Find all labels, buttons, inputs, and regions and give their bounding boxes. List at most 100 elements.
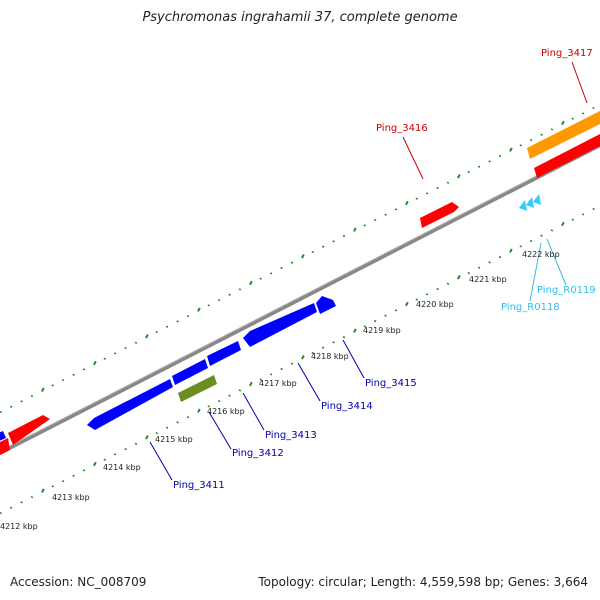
scale-label: 4215 kbp: [155, 435, 193, 444]
scale-tick: [540, 234, 543, 237]
trna-feature-ping-r0118b[interactable]: [526, 197, 534, 208]
scale-tick: [113, 352, 117, 355]
trna-feature-ping-r0119[interactable]: [533, 194, 541, 205]
scale-tick: [373, 218, 377, 222]
scale-tick: [259, 378, 262, 381]
gene-feature-ping-3412[interactable]: [172, 359, 208, 385]
scale-tick: [134, 442, 138, 445]
scale-tick: [592, 106, 595, 110]
forward-tick-track: [0, 106, 595, 414]
scale-tick: [134, 341, 138, 344]
forward-features: [0, 111, 600, 455]
scale-tick: [217, 399, 221, 403]
gene-feature-left-blue[interactable]: [0, 431, 6, 441]
scale-tick: [207, 304, 210, 307]
gene-feature-partial[interactable]: [8, 415, 50, 445]
gene-feature-ping-3417-red[interactable]: [534, 134, 600, 178]
callout-line-ping-r0118: [529, 242, 542, 302]
scale-label: 4221 kbp: [469, 275, 507, 284]
scale-label: 4220 kbp: [416, 300, 454, 309]
callout-line-ping-r0119: [546, 238, 567, 286]
reverse-tick-track: [0, 207, 595, 515]
gene-feature-ping-3416[interactable]: [420, 202, 459, 228]
trna-feature-ping-r0118[interactable]: [519, 200, 527, 211]
scale-tick: [509, 147, 513, 152]
scale-tick: [592, 207, 595, 211]
scale-tick: [415, 197, 418, 200]
gene-label-ping-3413[interactable]: Ping_3413: [265, 430, 317, 441]
gene-label-ping-3415[interactable]: Ping_3415: [365, 378, 417, 389]
scale-tick: [488, 160, 491, 163]
scale-label: 4216 kbp: [207, 407, 245, 416]
rrna-feature-ping-3417[interactable]: [527, 111, 600, 159]
scale-tick: [51, 384, 54, 387]
callout-line-ping-3416: [402, 136, 424, 180]
scale-tick: [529, 138, 533, 142]
gene-label-ping-3414[interactable]: Ping_3414: [321, 401, 373, 412]
gene-label-ping-3412[interactable]: Ping_3412: [232, 448, 284, 459]
scale-tick: [342, 335, 346, 339]
scale-tick: [321, 245, 325, 248]
scale-tick: [311, 351, 315, 355]
scale-tick: [82, 469, 86, 472]
scale-tick: [290, 261, 294, 264]
scale-tick: [72, 373, 75, 376]
scale-tick: [415, 298, 418, 301]
callout-lines: [149, 61, 588, 481]
scale-tick: [93, 360, 97, 366]
gene-feature-left-edge[interactable]: [0, 438, 10, 455]
scale-label: 4214 kbp: [103, 463, 141, 472]
callout-line-ping-3412: [208, 411, 232, 450]
gene-label-ping-3417[interactable]: Ping_3417: [541, 48, 593, 59]
gene-feature-ping-3414[interactable]: [243, 303, 317, 347]
scale-tick: [425, 293, 429, 296]
gene-label-ping-3416[interactable]: Ping_3416: [376, 123, 428, 134]
scale-tick: [165, 325, 169, 328]
gene-label-ping-3411[interactable]: Ping_3411: [173, 480, 225, 491]
scale-tick: [384, 213, 387, 216]
scale-tick: [457, 275, 461, 280]
scale-tick: [353, 227, 357, 232]
scale-label: 4219 kbp: [363, 326, 401, 335]
gene-feature-ping-3412b[interactable]: [178, 375, 217, 402]
scale-tick: [20, 400, 23, 403]
trna-label-ping-r0119[interactable]: Ping_R0119: [537, 285, 596, 296]
scale-tick: [550, 229, 554, 232]
callout-line-ping-3417: [571, 61, 588, 104]
scale-tick: [436, 186, 439, 190]
scale-tick: [477, 266, 481, 269]
trna-label-ping-r0118[interactable]: Ping_R0118: [501, 302, 560, 313]
scale-tick: [0, 511, 2, 515]
scale-tick: [93, 461, 97, 467]
scale-label: 4218 kbp: [311, 352, 349, 361]
scale-tick: [467, 170, 471, 174]
genome-backbone-highlight: [0, 142, 600, 452]
scale-tick: [41, 387, 45, 392]
scale-tick: [301, 254, 305, 259]
scale-label: 4212 kbp: [0, 522, 38, 531]
map-title: Psychromonas ingrahamii 37, complete gen…: [142, 10, 458, 25]
trna-features: [519, 194, 541, 211]
scale-tick: [571, 117, 574, 120]
scale-tick: [581, 112, 585, 115]
gene-feature-ping-3411[interactable]: [87, 379, 173, 430]
scale-tick: [280, 266, 283, 270]
scale-tick: [61, 378, 65, 382]
scale-tick: [550, 128, 554, 131]
scale-tick: [207, 405, 210, 408]
scale-tick: [0, 410, 2, 414]
scale-tick: [425, 192, 429, 195]
scale-tick: [124, 346, 127, 350]
scale-tick: [321, 346, 325, 349]
scale-tick: [61, 479, 65, 483]
gene-feature-ping-3413[interactable]: [207, 341, 241, 366]
scale-label: 4222 kbp: [522, 250, 560, 259]
callout-line-ping-3411: [149, 441, 173, 481]
scale-tick: [9, 405, 13, 408]
gene-feature-ping-3415[interactable]: [316, 296, 336, 314]
feature-labels: Ping_3416 Ping_3417 Ping_3411 Ping_3412 …: [173, 48, 596, 491]
scale-tick: [540, 133, 543, 136]
scale-tick: [197, 408, 201, 413]
